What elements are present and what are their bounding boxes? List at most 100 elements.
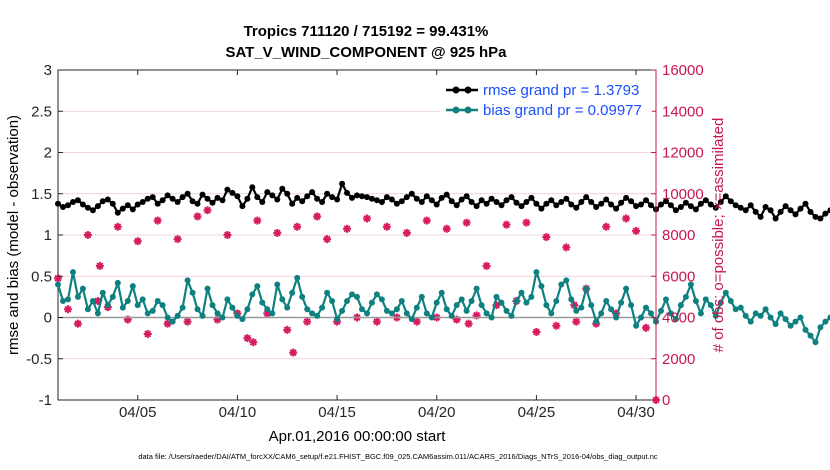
bias-point [179,304,186,311]
bias-point [124,298,131,304]
obs-marker-stroke [465,320,473,328]
bias-point [354,293,360,300]
bias-point [204,285,211,292]
bias-point [149,307,156,314]
rmse-point [583,194,590,201]
obs-count-marker [273,228,282,237]
obs-marker-stroke [502,221,511,229]
obs-count-marker [249,338,258,347]
bias-point [164,314,171,321]
y-right-tick-label: 6000 [662,268,695,285]
bias-point [543,302,550,309]
bias-point [249,291,256,298]
bias-point [827,314,830,321]
bias-point [159,302,166,309]
bias-point [244,306,251,313]
bias-point [94,310,101,317]
bias-point [304,306,311,313]
bias-point [349,291,355,298]
bias-point [109,293,116,300]
obs-marker-stroke [293,223,301,231]
rmse-point [483,200,490,207]
bias-point [139,296,146,303]
rmse-point [354,192,360,199]
rmse-point [423,193,430,200]
rmse-point [513,199,520,206]
bias-point [677,302,684,309]
bias-point [84,306,91,313]
bias-point [807,332,814,339]
bias-point [787,322,794,329]
rmse-point [94,203,101,210]
rmse-point [368,195,375,202]
bias-point [702,296,709,303]
obs-count-marker [323,235,332,244]
bias-point [284,304,291,311]
y-right-tick-label: 2000 [662,351,695,368]
rmse-point [144,195,151,202]
bias-point [822,318,829,325]
bias-point [65,296,71,303]
bias-point [538,283,545,290]
rmse-point [274,196,281,203]
rmse-point [344,189,350,196]
bias-point [767,314,774,321]
rmse-point [827,207,830,214]
rmse-point [309,189,316,196]
bias-point [692,298,699,304]
rmse-point [817,215,824,222]
obs-count-marker [362,214,371,223]
bias-point [309,310,316,317]
bias-point [70,269,76,276]
rmse-point [74,197,81,204]
obs-count-marker [642,323,651,332]
obs-marker-stroke [253,217,261,225]
obs-marker-stroke [532,328,540,336]
x-axis-ticks: 04/05 04/10 04/15 04/20 04/25 04/30 [119,70,655,421]
rmse-point [568,201,575,208]
bias-point [403,310,410,317]
rmse-point [194,200,201,207]
bias-point [663,296,669,303]
y-right-tick-label: 14000 [662,103,704,120]
bias-point [797,314,804,321]
rmse-point [169,195,176,202]
rmse-point [408,190,415,197]
x-tick-label: 04/10 [219,404,257,421]
bias-point [722,289,729,296]
rmse-point [403,194,410,201]
rmse-point [359,193,365,200]
rmse-point [538,205,545,212]
bias-point [672,316,679,323]
obs-count-marker [289,348,298,357]
bias-point [74,293,81,300]
obs-count-marker [303,317,312,326]
bias-point [687,281,694,288]
obs-marker-stroke [154,217,162,225]
rmse-point [119,205,126,212]
rmse-point [84,204,91,211]
bias-point [274,281,281,288]
obs-count-marker [243,334,252,343]
bias-point [344,298,350,304]
rmse-point [478,197,485,204]
bias-point [578,304,585,311]
x-tick-label: 04/05 [119,404,157,421]
obs-marker-stroke [194,212,202,220]
x-tick-label: 04/30 [617,404,655,421]
obs-marker-stroke [289,349,297,357]
rmse-point [164,192,171,199]
y-right-tick-label: 8000 [662,227,695,244]
bias-point [553,298,560,304]
bias-point [329,298,336,304]
rmse-point [209,199,216,206]
y-tick-label: 1 [44,227,52,244]
bias-point [174,312,181,319]
rmse-point [448,198,455,205]
y-tick-label: 0.5 [31,268,52,285]
rmse-point [299,198,306,205]
rmse-point [473,203,480,210]
bias-point [772,321,779,328]
bias-point [613,314,620,321]
bias-point [558,281,565,288]
